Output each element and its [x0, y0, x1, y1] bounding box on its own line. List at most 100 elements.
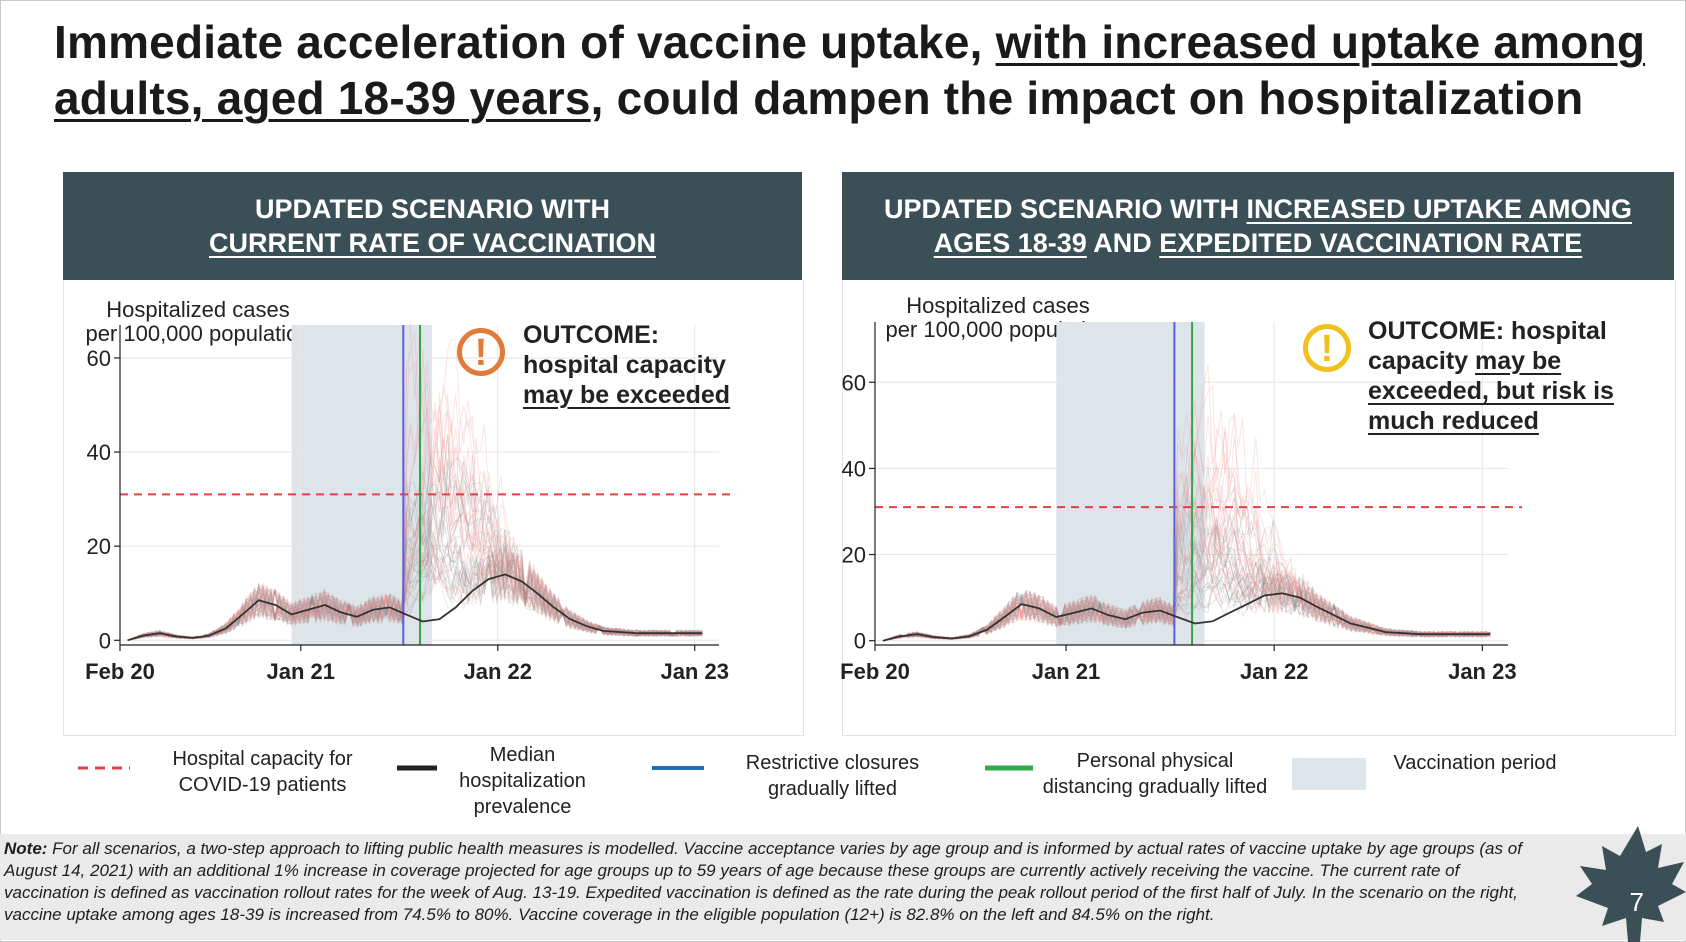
simulation-trajectory	[882, 524, 1491, 642]
note-label: Note:	[4, 839, 48, 858]
chart-right: 0 20 40 60 Feb 20 Jan 21 Jan 22 Jan 23	[840, 322, 1522, 684]
panel-header-underlined: CURRENT RATE OF VACCINATION	[209, 228, 656, 258]
exclamation-circle-icon: !	[1303, 324, 1351, 372]
y-tick-label: 20	[842, 543, 866, 568]
simulation-trajectory	[127, 476, 703, 641]
legend-label-vaccination: Vaccination period	[1393, 752, 1557, 774]
simulation-trajectory	[882, 546, 1491, 642]
legend-swatch-median	[397, 765, 437, 771]
simulation-trajectory	[127, 482, 703, 641]
panel-header-text: AND	[1086, 228, 1160, 258]
simulation-trajectory	[882, 555, 1491, 642]
x-tick-label: Feb 20	[85, 659, 155, 684]
simulation-trajectory	[882, 364, 1491, 642]
exclamation-circle-icon: !	[457, 328, 505, 376]
panel-header-text: UPDATED SCENARIO WITH	[883, 194, 1247, 224]
simulation-trajectory	[882, 489, 1491, 642]
note-text: For all scenarios, a two-step approach t…	[4, 839, 1522, 924]
x-tick-label: Jan 21	[1032, 659, 1101, 684]
x-tick-label: Jan 23	[1448, 659, 1517, 684]
simulation-trajectory	[127, 456, 703, 641]
panel-header-left: UPDATED SCENARIO WITH CURRENT RATE OF VA…	[63, 172, 802, 280]
simulation-trajectory	[127, 479, 703, 641]
y-tick-label: 0	[854, 629, 866, 654]
x-tick-label: Feb 20	[840, 659, 910, 684]
panel-header-right: UPDATED SCENARIO WITH INCREASED UPTAKE A…	[842, 172, 1674, 280]
outcome-text-right: OUTCOME: hospital capacity may be exceed…	[1368, 317, 1614, 435]
y-axis-label: Hospitalized cases per 100,000 populatio…	[85, 297, 311, 346]
simulation-trajectory	[127, 433, 703, 641]
panel-header-line: UPDATED SCENARIO WITH	[255, 194, 610, 224]
y-tick-label: 60	[842, 370, 866, 395]
simulation-trajectory	[882, 447, 1491, 642]
page-number: 7	[1629, 887, 1644, 917]
vaccination-period-band	[291, 325, 432, 645]
panel-header-underlined: EXPEDITED VACCINATION RATE	[1159, 228, 1583, 258]
simulation-trajectory	[127, 349, 703, 641]
chart-left: 0 20 40 60 Feb 20 Jan 21 Jan 22 Jan 23	[85, 320, 733, 684]
legend-label-closures: Restrictive closures gradually lifted	[745, 752, 920, 800]
simulation-trajectory	[127, 416, 703, 641]
simulation-trajectory	[882, 544, 1491, 642]
y-tick-label: 20	[87, 534, 111, 559]
simulation-trajectory	[127, 526, 703, 641]
chart-panel-right: Hospitalized cases per 100,000 populatio…	[840, 280, 1676, 736]
chart-panel-left: Hospitalized cases per 100,000 populatio…	[63, 280, 804, 736]
simulation-trajectory	[882, 576, 1491, 642]
simulation-trajectory	[882, 560, 1491, 642]
y-tick-label: 40	[842, 456, 866, 481]
legend-label-distancing: Personal physical distancing gradually li…	[1042, 750, 1268, 798]
simulation-trajectory	[127, 320, 703, 641]
simulation-trajectory	[882, 464, 1491, 642]
simulation-trajectory	[882, 489, 1491, 642]
simulation-trajectory	[882, 401, 1491, 642]
simulation-trajectory	[127, 338, 703, 641]
simulation-trajectory	[127, 523, 703, 641]
legend-swatch-distancing	[985, 765, 1033, 771]
legend-swatch-capacity	[78, 766, 130, 770]
panel-header-underlined: INCREASED UPTAKE AMONG AGES 18-39	[933, 194, 1632, 258]
simulation-trajectory	[127, 457, 703, 641]
simulation-trajectory	[127, 553, 703, 641]
y-tick-label: 60	[87, 346, 111, 371]
x-tick-label: Jan 23	[660, 659, 729, 684]
simulation-trajectory	[882, 467, 1491, 642]
simulation-trajectory	[127, 428, 703, 641]
simulation-trajectory	[882, 566, 1491, 642]
simulation-trajectory	[882, 495, 1491, 642]
x-tick-label: Jan 21	[267, 659, 336, 684]
legend-swatch-vaccination	[1292, 758, 1366, 790]
x-tick-label: Jan 22	[463, 659, 532, 684]
simulation-trajectory	[127, 441, 703, 641]
simulation-trajectory	[882, 524, 1491, 642]
simulation-trajectory	[127, 529, 703, 641]
simulation-trajectory	[127, 451, 703, 641]
simulation-trajectory	[882, 510, 1491, 642]
simulation-trajectory	[127, 454, 703, 641]
simulation-trajectory	[127, 393, 703, 641]
legend-label-capacity: Hospital capacity for COVID-19 patients	[172, 748, 353, 796]
footnote: Note: For all scenarios, a two-step appr…	[0, 834, 1686, 940]
median-line	[127, 573, 703, 642]
simulation-trajectory	[882, 475, 1491, 642]
vaccination-period-band	[1056, 322, 1205, 645]
simulation-trajectory	[882, 523, 1491, 642]
maple-leaf-icon	[1576, 826, 1686, 942]
simulation-trajectory	[127, 514, 703, 641]
simulation-trajectory	[127, 527, 703, 641]
simulation-trajectory	[882, 496, 1491, 642]
slide-title: Immediate acceleration of vaccine uptake…	[54, 16, 1646, 124]
simulation-trajectory	[127, 542, 703, 641]
simulation-trajectory	[882, 426, 1491, 642]
outcome-text-left: OUTCOME: hospital capacity may be exceed…	[523, 321, 731, 409]
simulation-trajectory	[882, 545, 1491, 642]
median-line	[882, 592, 1491, 642]
chart-legend: Hospital capacity for COVID-19 patients M…	[0, 740, 1686, 830]
y-tick-label: 40	[87, 440, 111, 465]
legend-swatch-closures	[652, 766, 704, 770]
simulation-trajectory	[127, 507, 703, 641]
simulation-trajectory	[882, 528, 1491, 642]
simulation-trajectory	[127, 381, 703, 641]
simulation-trajectory	[127, 407, 703, 641]
y-tick-label: 0	[99, 628, 111, 653]
